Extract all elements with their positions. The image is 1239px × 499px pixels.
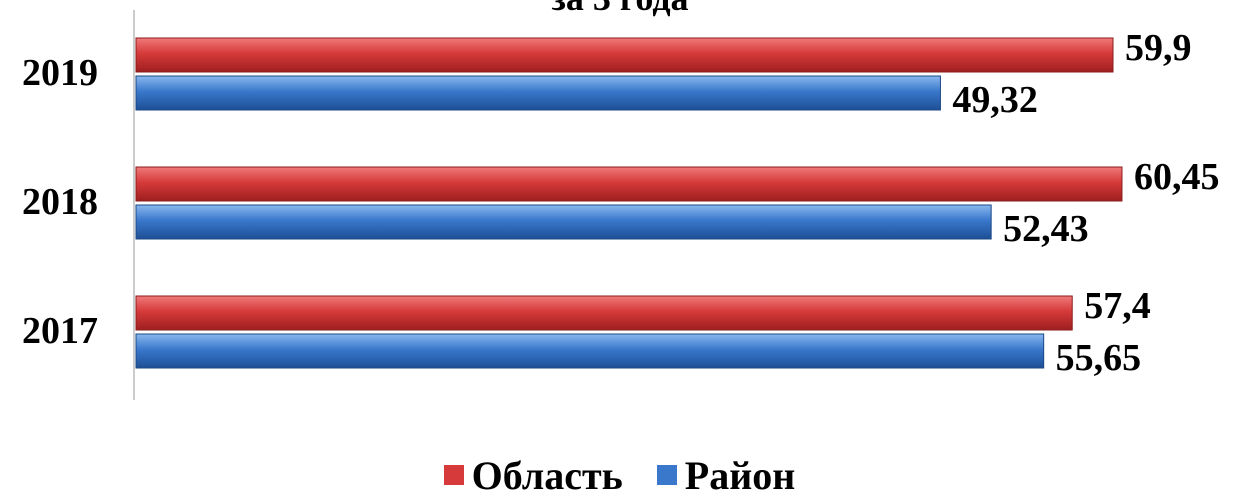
legend-swatch-oblast [443, 465, 464, 485]
category-label-2018: 2018 [22, 181, 98, 223]
bar-oblast-2017 [135, 295, 1073, 331]
chart-title: за 3 года [551, 0, 688, 18]
bar-rayon-2018 [135, 204, 992, 240]
bar-rayon-2019 [135, 75, 941, 111]
category-label-2017: 2017 [22, 310, 98, 352]
category-label-2019: 2019 [22, 52, 98, 94]
data-label-rayon-2018: 52,43 [1003, 208, 1088, 250]
data-label-oblast-2017: 57,4 [1084, 285, 1151, 327]
legend-item-oblast: Область [443, 452, 623, 499]
data-label-oblast-2019: 59,9 [1125, 27, 1192, 69]
data-label-rayon-2017: 55,65 [1056, 337, 1142, 379]
legend-label-rayon: Район [684, 452, 796, 498]
legend: Область Район [0, 448, 1239, 499]
legend-item-rayon: Район [656, 452, 796, 499]
bar-rayon-2017 [135, 333, 1045, 369]
bar-oblast-2018 [135, 166, 1123, 202]
bar-oblast-2019 [135, 37, 1114, 73]
bar-chart: за 3 года 59,9 49,32 60,45 52,43 57,4 55,65 2… [22, 0, 1220, 400]
legend-label-oblast: Область [471, 452, 623, 498]
data-label-rayon-2019: 49,32 [952, 79, 1038, 121]
data-label-oblast-2018: 60,45 [1134, 156, 1220, 198]
legend-swatch-rayon [656, 465, 677, 485]
